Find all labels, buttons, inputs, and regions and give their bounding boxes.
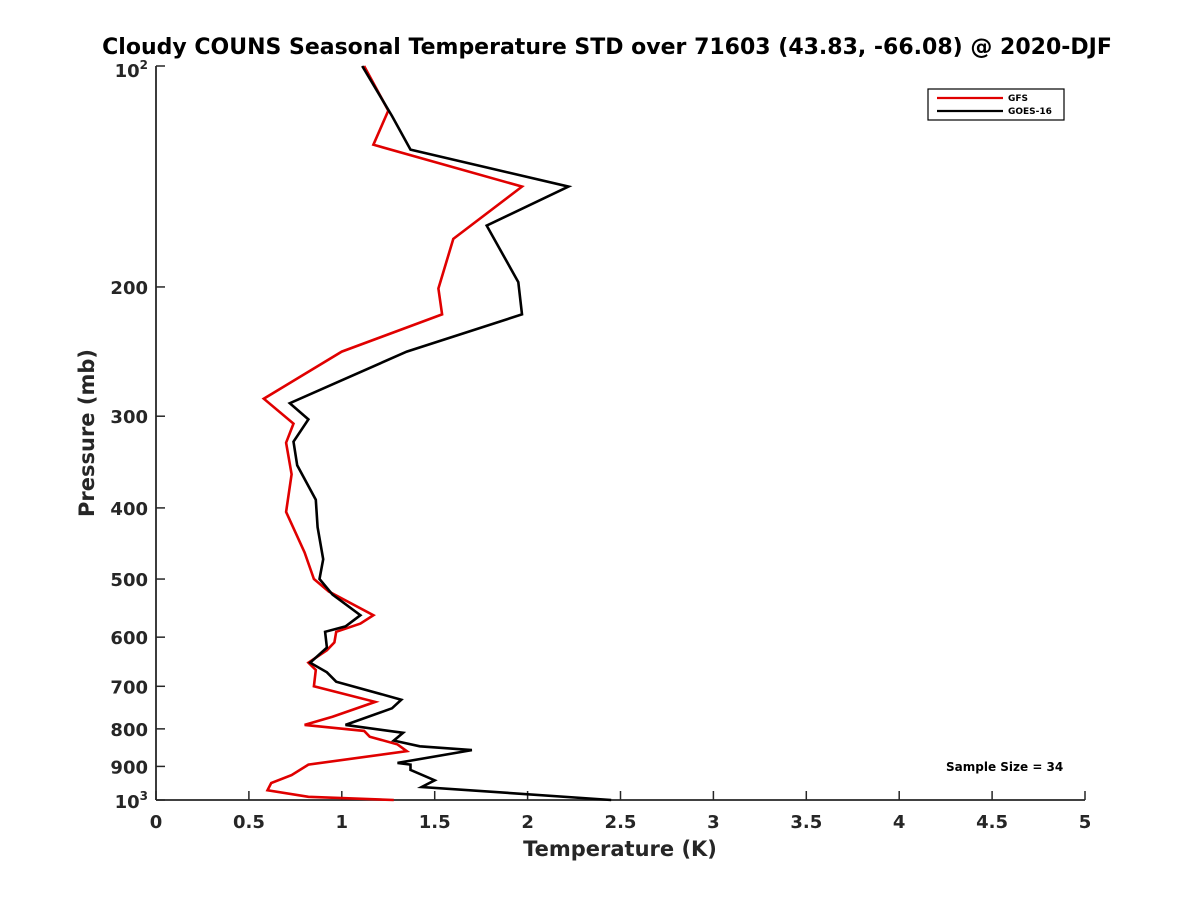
axes bbox=[155, 66, 1085, 801]
x-tick-label: 1 bbox=[336, 812, 349, 833]
x-tick-label: 2 bbox=[521, 812, 534, 833]
sample-size-annotation: Sample Size = 34 bbox=[946, 760, 1063, 774]
x-tick-label: 3.5 bbox=[790, 812, 822, 833]
legend-box bbox=[927, 88, 1065, 121]
y-top-tick-label: 102 bbox=[115, 58, 148, 82]
y-axis-label: Pressure (mb) bbox=[75, 349, 99, 517]
y-ticks: 200 300 400 500 600 700 800 900 bbox=[110, 65, 165, 801]
x-axis-label: Temperature (K) bbox=[523, 837, 717, 861]
y-tick-label: 900 bbox=[110, 757, 148, 778]
series-line-gfs bbox=[261, 65, 525, 802]
legend-label-goes16: GOES-16 bbox=[1008, 107, 1052, 117]
y-tick-label: 700 bbox=[110, 677, 148, 698]
series-line-goes16 bbox=[287, 65, 612, 802]
x-tick-label: 2.5 bbox=[605, 812, 637, 833]
y-tick-label: 500 bbox=[110, 570, 148, 591]
x-tick-label: 0.5 bbox=[233, 812, 265, 833]
y-bottom-tick-label: 103 bbox=[115, 789, 148, 813]
y-tick-label: 600 bbox=[110, 628, 148, 649]
x-tick-label: 4.5 bbox=[976, 812, 1008, 833]
y-tick-label: 800 bbox=[110, 720, 148, 741]
x-tick-label: 4 bbox=[893, 812, 906, 833]
x-tick-label: 3 bbox=[707, 812, 720, 833]
x-ticks: 0 0.5 1 1.5 2 2.5 3 3.5 4 4.5 5 bbox=[150, 791, 1092, 833]
x-tick-label: 5 bbox=[1079, 812, 1092, 833]
legend-label-gfs: GFS bbox=[1008, 94, 1028, 104]
y-tick-label: 200 bbox=[110, 278, 148, 299]
legend: GFS GOES-16 bbox=[927, 88, 1065, 121]
x-tick-label: 1.5 bbox=[419, 812, 451, 833]
y-tick-label: 400 bbox=[110, 499, 148, 520]
y-tick-label: 300 bbox=[110, 407, 148, 428]
x-tick-label: 0 bbox=[150, 812, 163, 833]
series-layer bbox=[261, 65, 612, 802]
chart-title: Cloudy COUNS Seasonal Temperature STD ov… bbox=[102, 35, 1112, 60]
